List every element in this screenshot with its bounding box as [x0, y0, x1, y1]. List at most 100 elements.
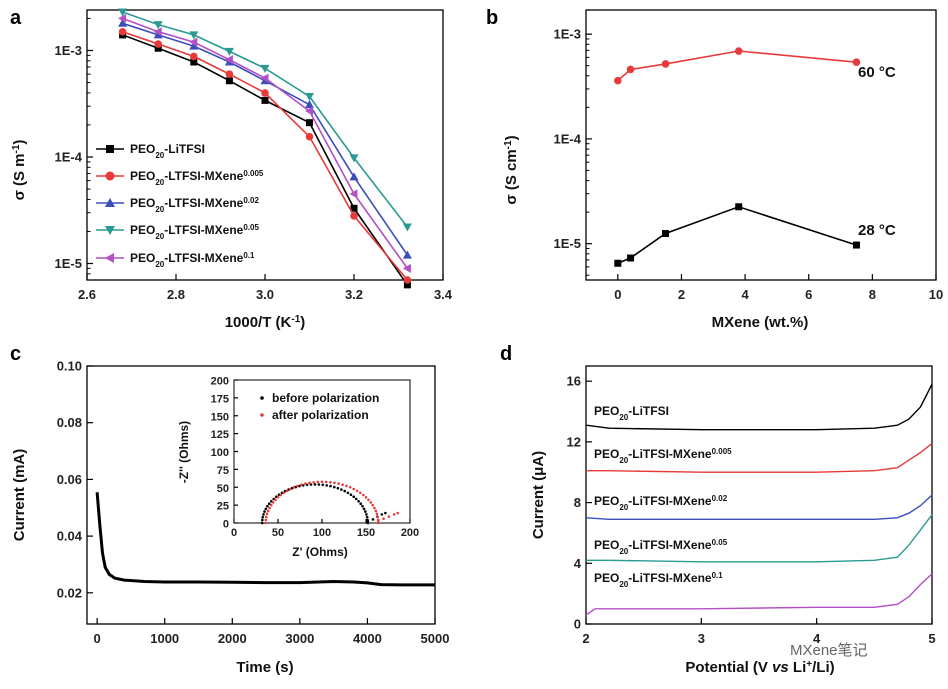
nyquist-point-1 — [265, 515, 268, 519]
nyquist-point-1 — [324, 480, 328, 484]
panel-c-xlabel: Time (s) — [236, 659, 293, 676]
nyquist-point-1 — [373, 506, 376, 510]
data-point — [627, 254, 635, 262]
x-tick-label: 3000 — [285, 631, 314, 646]
nyquist-point-0 — [361, 504, 364, 508]
y-tick-label: 0.06 — [57, 472, 82, 487]
nyquist-point-1 — [270, 503, 273, 507]
nyquist-point-1 — [364, 496, 368, 499]
inset-legend: before polarization after polarization — [260, 391, 379, 422]
y-tick-label: 175 — [211, 393, 229, 405]
nyquist-point-0 — [349, 493, 353, 497]
y-tick-label: 0.10 — [57, 359, 82, 374]
y-tick-label: 1E-4 — [554, 131, 582, 146]
data-point — [349, 189, 358, 199]
data-point — [224, 47, 234, 56]
data-point — [614, 76, 622, 85]
nyquist-point-1 — [355, 489, 359, 493]
x-tick-label: 2 — [678, 287, 685, 302]
nyquist-point-0 — [333, 485, 336, 489]
nyquist-point-1 — [374, 509, 378, 513]
data-point — [349, 154, 359, 163]
nyquist-point-1 — [282, 491, 286, 495]
nyquist-point-1 — [268, 506, 271, 510]
x-tick-label: 5 — [928, 631, 935, 646]
legend-item-mxene-0.02: PEO20-LTFSI-MXene0.02 — [96, 196, 259, 214]
data-point — [402, 223, 412, 232]
svg-text:PEO20-LiTFSI: PEO20-LiTFSI — [130, 142, 205, 160]
y-tick-label: 1E-3 — [554, 27, 581, 42]
nyquist-point-0 — [270, 500, 273, 503]
series-line-3 — [122, 11, 409, 228]
nyquist-point-1 — [348, 486, 352, 489]
data-point — [118, 18, 128, 27]
nyquist-tail-point-0 — [366, 520, 370, 523]
y-tick-label: 0 — [223, 519, 229, 531]
panel-a-legend: PEO20-LiTFSI PEO20-LTFSI-MXene0.005 PEO2… — [96, 142, 264, 269]
data-point — [153, 21, 163, 30]
panel-c-inset: 0 50 100 150 200 0 25 50 75 100 125 150 175 200 Z' (O… — [177, 376, 419, 560]
data-point — [190, 52, 198, 61]
nyquist-point-1 — [352, 487, 356, 491]
y-tick-label: 150 — [211, 411, 229, 423]
nyquist-tail-point-1 — [387, 515, 391, 518]
panel-a-ylabel: σ (S m-1) — [11, 140, 29, 201]
series-line-2 — [585, 494, 933, 520]
nyquist-tail-point-1 — [396, 511, 400, 515]
nyquist-point-0 — [365, 515, 369, 519]
panel-b-frame — [585, 9, 937, 281]
nyquist-point-0 — [313, 483, 317, 486]
series-line-3 — [586, 514, 933, 563]
data-point — [852, 241, 860, 249]
x-tick-label: 10 — [929, 287, 943, 302]
legend-item-peo-litfsi: PEO20-LiTFSI — [96, 142, 205, 160]
nyquist-point-1 — [329, 481, 332, 484]
y-tick-label: 12 — [567, 434, 581, 449]
legend-item-mxene-0.005: PEO20-LTFSI-MXene0.005 — [96, 169, 264, 187]
nyquist-point-1 — [371, 503, 375, 507]
data-point — [153, 27, 162, 37]
y-tick-label: 0 — [574, 617, 581, 632]
series-line-2 — [122, 22, 409, 256]
nyquist-point-1 — [279, 493, 283, 497]
panel-d-letter: d — [500, 343, 512, 365]
y-tick-label: 4 — [574, 556, 582, 571]
y-tick-label: 50 — [217, 483, 229, 495]
x-tick-label: 150 — [357, 527, 375, 539]
x-tick-label: 3 — [698, 631, 705, 646]
panel-b-ylabel: σ (S cm-1) — [503, 135, 521, 204]
nyquist-point-1 — [320, 480, 324, 484]
nyquist-point-0 — [309, 483, 313, 486]
y-tick-label: 1E-3 — [55, 43, 82, 58]
x-tick-label: 200 — [401, 527, 419, 539]
nyquist-point-1 — [345, 484, 348, 488]
nyquist-point-1 — [377, 521, 380, 525]
data-point — [305, 106, 313, 116]
svg-text:PEO20-LTFSI-MXene0.1: PEO20-LTFSI-MXene0.1 — [130, 251, 255, 269]
nyquist-tail-point-0 — [380, 513, 384, 516]
y-tick-label: 16 — [567, 374, 581, 389]
x-tick-label: 0 — [614, 287, 621, 302]
legend-item-mxene-0.1: PEO20-LTFSI-MXene0.1 — [96, 251, 255, 269]
data-point — [154, 44, 162, 52]
nyquist-tail-point-0 — [384, 511, 387, 515]
data-point — [305, 132, 314, 141]
x-tick-label: 2 — [582, 631, 589, 646]
nyquist-point-0 — [352, 495, 356, 499]
panel-d-ylabel: Current (μA) — [530, 451, 547, 539]
data-point — [153, 30, 163, 39]
nyquist-point-1 — [292, 486, 296, 489]
series-line-1 — [122, 30, 409, 281]
panel-c-frame — [86, 365, 436, 625]
data-point — [349, 172, 359, 181]
nyquist-point-0 — [262, 513, 265, 516]
data-point — [403, 276, 412, 284]
inset-xlabel: Z' (Ohms) — [292, 545, 348, 559]
data-point — [626, 65, 635, 74]
series-label-mxene-0.05: PEO20-LiTFSI-MXene0.05 — [594, 538, 728, 556]
nyquist-tail-point-1 — [382, 517, 385, 520]
nyquist-point-0 — [343, 489, 347, 493]
y-tick-label: 0.08 — [57, 415, 82, 430]
panel-c-letter: c — [10, 343, 21, 365]
data-point — [350, 204, 358, 212]
